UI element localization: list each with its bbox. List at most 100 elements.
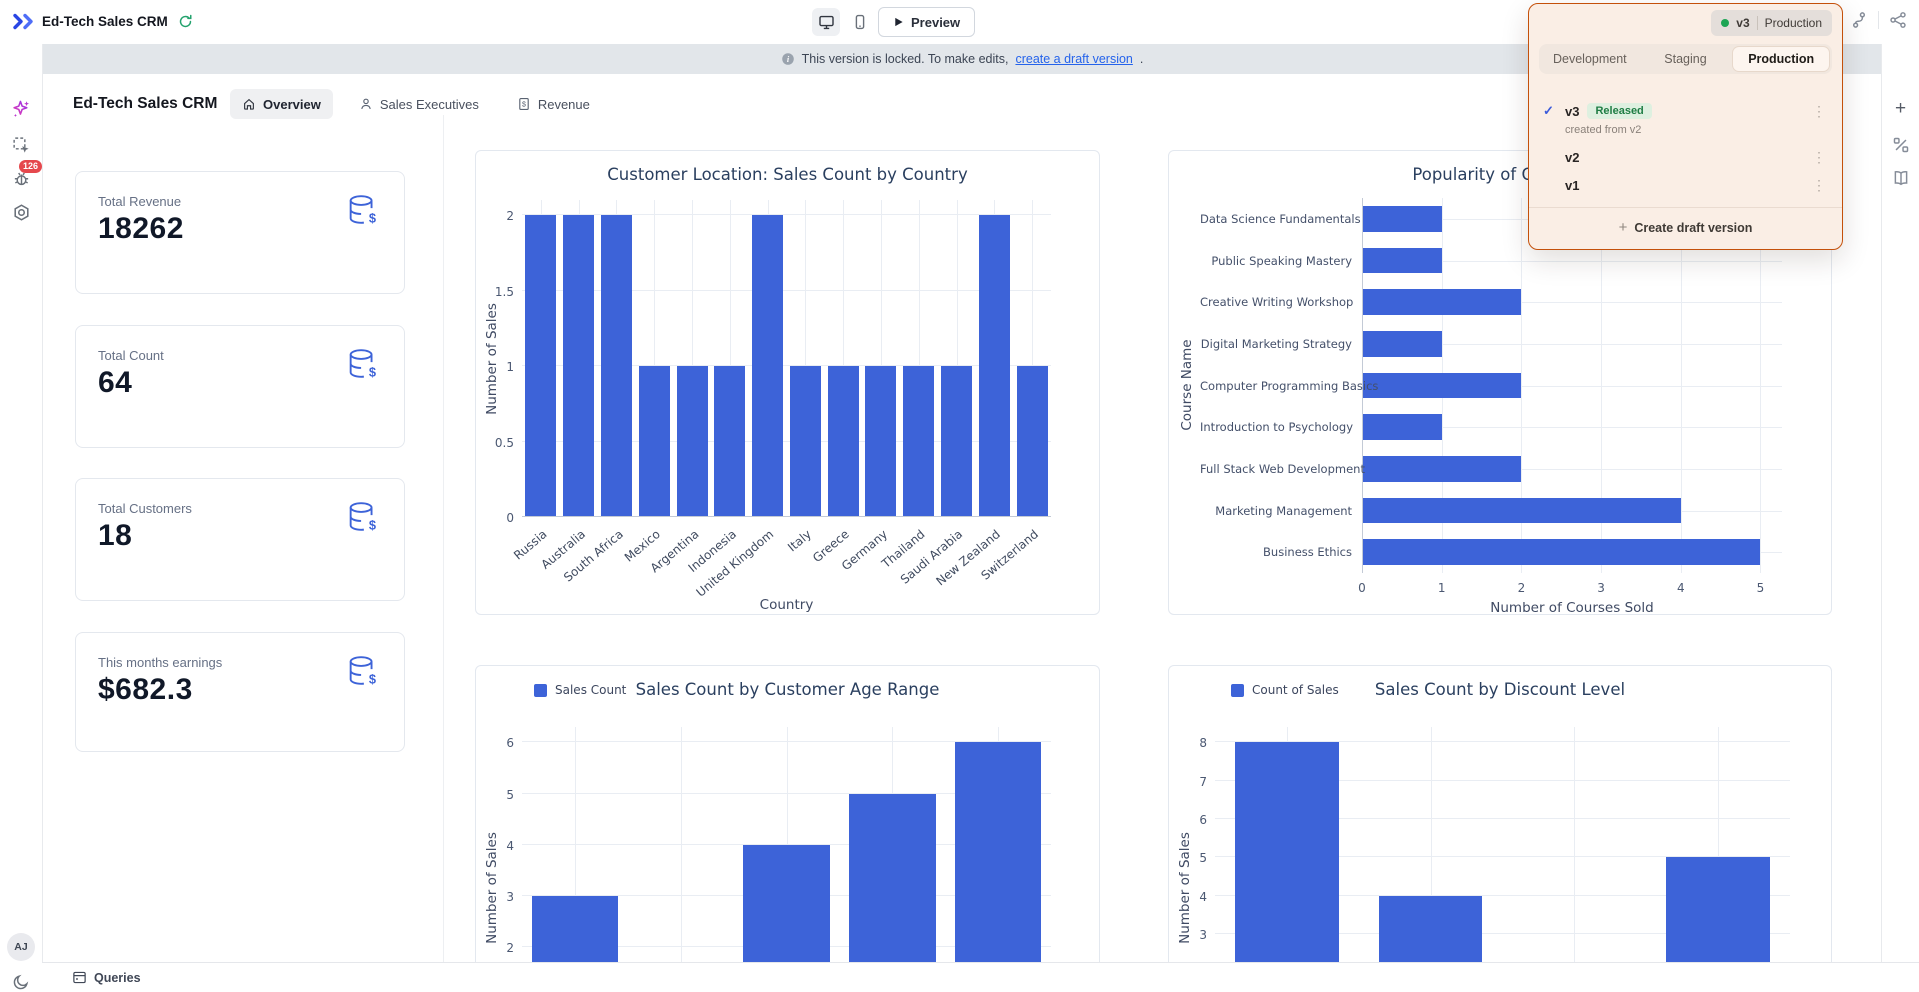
released-badge: Released [1587,103,1652,119]
version-row-v1[interactable]: v1 ⋮ [1543,174,1830,196]
database-dollar-icon: $ [344,346,382,384]
dark-mode-moon-icon[interactable] [9,970,33,992]
page-title: Ed-Tech Sales CRM [73,95,218,112]
stat-label: This months earnings [98,655,223,670]
env-status-dot [1721,19,1730,27]
version-row-v3[interactable]: ✓ v3 Released ⋮ [1543,100,1830,122]
kebab-menu-icon[interactable]: ⋮ [1812,149,1826,165]
legend-swatch [1231,683,1244,697]
y-axis-title: Course Name [1179,339,1195,431]
play-icon [895,17,903,27]
select-widget-icon[interactable] [9,133,33,157]
stat-value: 18262 [98,212,184,245]
debug-count-badge: 126 [19,160,43,173]
stat-value: $682.3 [98,673,193,706]
info-icon: i [781,53,794,65]
database-dollar-icon: $ [344,192,382,230]
person-icon [361,98,371,110]
version-row-v2[interactable]: v2 ⋮ [1543,146,1830,168]
ai-sparkle-icon[interactable] [9,97,33,121]
database-dollar-icon: $ [344,653,382,691]
chart-legend: Count of Sales [1231,683,1339,697]
pill-version: v3 [1736,16,1750,30]
chart-plot: 0 1 2 3 4 5 Data Science Fundamentals Public Sp… [1200,198,1782,595]
tab-staging[interactable]: Staging [1664,52,1707,66]
tab-development[interactable]: Development [1553,52,1627,66]
banner-text: This version is locked. To make edits, [801,52,1009,66]
kebab-menu-icon[interactable]: ⋮ [1812,177,1826,193]
tab-production[interactable]: Production [1733,47,1830,71]
bottom-bar: Queries [42,962,1919,992]
chart-legend: Sales Count [534,683,626,697]
svg-text:$: $ [522,101,526,108]
home-icon [244,98,254,110]
git-branch-icon[interactable] [1850,11,1868,29]
svg-text:$: $ [369,517,376,532]
tab-sales-executives[interactable]: Sales Executives [347,89,491,119]
check-icon: ✓ [1543,103,1554,118]
pill-environment: Production [1764,16,1822,30]
stat-card-total-customers: Total Customers 18 $ [75,478,405,601]
x-axis-title: Number of Courses Sold [1490,600,1654,616]
stat-label: Total Customers [98,501,192,516]
chart-plot: 0 0.5 1 1.5 2 Russia Australia South Africa Mexi… [495,200,1051,600]
stat-label: Total Count [98,348,164,363]
banner-suffix: . [1139,52,1144,66]
chart-card-age-range-sales: Sales Count Sales Count by Customer Age … [475,665,1100,992]
topbar-right-icons [1850,11,1907,29]
theme-icon[interactable] [1889,133,1913,157]
pill-divider [1756,16,1758,30]
legend-swatch [534,683,547,697]
chart-title: Sales Count by Discount Level [1374,680,1626,699]
chart-card-country-sales: Customer Location: Sales Count by Countr… [475,150,1100,615]
tab-overview[interactable]: Overview [230,89,333,119]
chart-title: Customer Location: Sales Count by Countr… [607,165,968,184]
settings-icon[interactable] [9,200,33,224]
version-pill-button[interactable]: v3 Production [1711,10,1832,36]
docs-book-icon[interactable] [1889,166,1913,190]
sync-status-icon[interactable] [178,14,193,29]
y-axis-title: Number of Sales [484,303,500,415]
app-title: Ed-Tech Sales CRM [42,14,168,29]
right-icon-rail: + [1881,44,1919,992]
receipt-dollar-icon: $ [519,98,529,110]
svg-text:$: $ [369,364,376,379]
console-icon [73,971,86,984]
user-avatar[interactable]: AJ [7,933,35,961]
create-draft-version-button[interactable]: + Create draft version [1618,219,1753,236]
preview-button[interactable]: Preview [878,7,976,37]
app-logo-icon[interactable] [12,13,38,30]
stat-value: 18 [98,519,133,552]
kebab-menu-icon[interactable]: ⋮ [1812,103,1826,119]
stat-card-total-count: Total Count 64 $ [75,325,405,448]
stat-card-total-revenue: Total Revenue 18262 $ [75,171,405,294]
debug-bug-icon[interactable]: 126 [9,160,43,190]
add-widget-plus-icon[interactable]: + [1894,98,1907,119]
environment-tabs: Development Staging Production [1539,44,1832,74]
plus-icon: + [1618,219,1628,236]
legend-label: Count of Sales [1252,683,1339,697]
page-tabs: Overview Sales Executives $ Revenue [230,89,602,119]
desktop-mode-button[interactable] [812,8,840,36]
device-mode-group [812,8,874,36]
share-icon[interactable] [1889,11,1907,29]
mobile-mode-button[interactable] [846,8,874,36]
tab-revenue[interactable]: $ Revenue [505,89,602,119]
svg-text:$: $ [369,671,376,686]
canvas-divider [443,115,444,962]
panel-divider [1529,207,1842,208]
left-icon-rail: 126 AJ [0,44,43,992]
queries-toggle[interactable]: Queries [94,970,141,985]
x-axis-title: Country [759,597,814,613]
topbar-divider [1878,11,1879,29]
legend-label: Sales Count [555,683,627,697]
chart-title: Sales Count by Customer Age Range [635,680,940,699]
svg-text:i: i [786,55,789,64]
stat-card-month-earnings: This months earnings $682.3 $ [75,632,405,752]
database-dollar-icon: $ [344,499,382,537]
chart-card-discount-sales: Count of Sales Sales Count by Discount L… [1168,665,1832,992]
create-draft-link[interactable]: create a draft version [1015,52,1133,66]
